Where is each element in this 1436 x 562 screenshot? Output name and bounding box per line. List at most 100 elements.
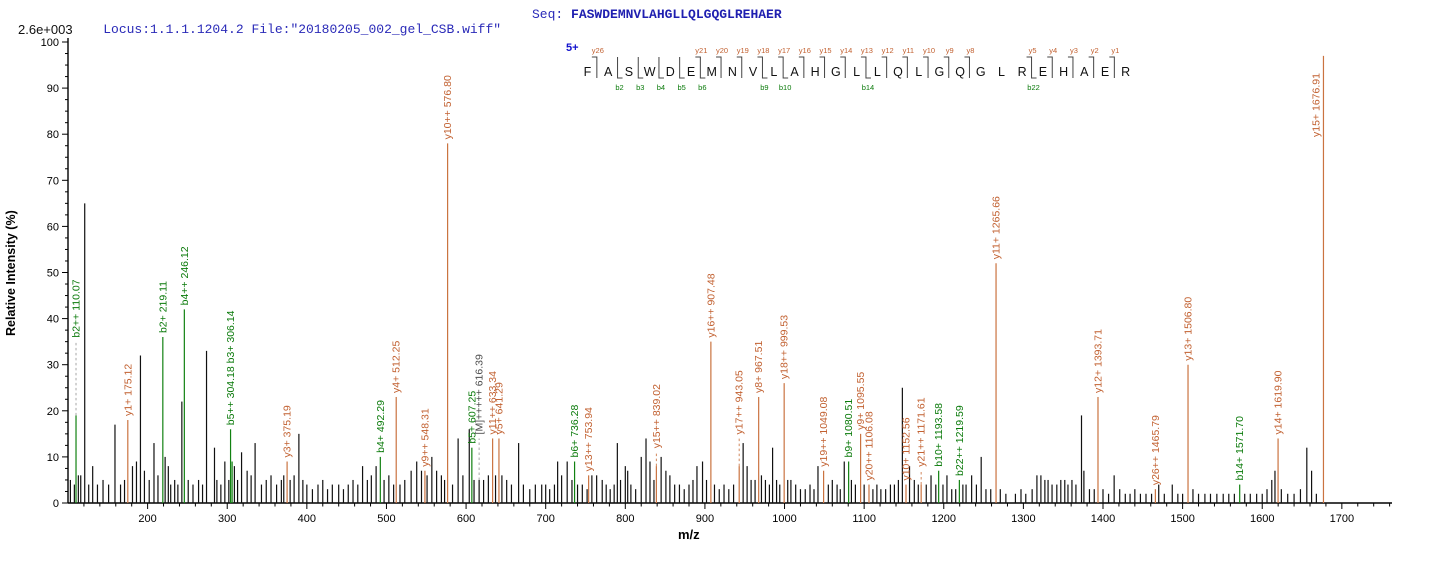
fragment-mark	[881, 56, 888, 78]
y-ion-site-label: y1	[1111, 46, 1119, 55]
fragment-mark	[1067, 56, 1074, 78]
x-axis-title: m/z	[678, 527, 700, 542]
peak-label: y9++ 548.31	[419, 408, 431, 467]
peptide-residue: E	[1101, 65, 1109, 79]
b-ion-site-label: b9	[760, 83, 768, 92]
peak-label: b5+ 607.25	[466, 391, 478, 444]
x-tick-label: 1400	[1091, 513, 1115, 525]
fragment-mark	[1088, 56, 1095, 78]
peptide-residue: R	[1018, 65, 1027, 79]
sequence-header: Seq: FASWDEMNVLAHGLLQLGQGLREHAER	[532, 7, 782, 22]
y-tick-label: 40	[47, 314, 59, 326]
fragment-mark	[840, 56, 846, 78]
x-tick-label: 400	[298, 513, 316, 525]
y-ion-site-label: y19	[737, 46, 749, 55]
locus-file-label: Locus:1.1.1.1204.2 File:"20180205_002_ge…	[103, 22, 502, 37]
peak-label: y17++ 943.05	[734, 370, 746, 434]
peak-label: b10+ 1193.58	[933, 403, 945, 467]
y-tick-label: 10	[47, 452, 59, 464]
peak-label: b22++ 1219.59	[954, 405, 966, 476]
peak-label: y13+ 1506.80	[1183, 297, 1195, 361]
fragment-mark	[679, 57, 685, 79]
peak-label: y12+ 1393.71	[1092, 329, 1104, 393]
peak-label: b4++ 246.12	[179, 246, 191, 305]
y-ion-site-label: y13	[861, 46, 873, 55]
fragment-mark	[658, 57, 664, 79]
peak-label: y20++ 1106.08	[863, 411, 875, 480]
fragment-mark	[736, 56, 743, 78]
b-ion-site-label: b5	[677, 83, 685, 92]
peak-label: y9+ 1095.55	[855, 372, 867, 430]
peptide-residue: E	[1039, 65, 1047, 79]
y-tick-label: 100	[41, 37, 59, 49]
y-tick-label: 90	[47, 83, 59, 95]
peak-label: y8+ 967.51	[753, 341, 765, 393]
y-ion-site-label: y20	[716, 46, 728, 55]
peak-label: b2++ 110.07	[71, 279, 83, 337]
peak-label: b6+ 736.28	[569, 405, 581, 458]
x-tick-label: 700	[537, 513, 555, 525]
peptide-residue: Q	[893, 65, 903, 79]
y-ion-site-label: y12	[882, 46, 894, 55]
peak-label: [M]+++++ 616.39	[474, 354, 486, 434]
peptide-residue: L	[853, 65, 860, 79]
fragment-mark	[695, 56, 706, 79]
fragment-mark	[778, 56, 789, 79]
peak-label: y16++ 907.48	[705, 273, 717, 337]
peptide-residue: G	[935, 65, 945, 79]
b-ion-site-label: b10	[779, 83, 792, 92]
y-ion-site-label: y26	[592, 46, 604, 55]
y-ion-site-label: y14	[840, 46, 852, 55]
fragment-mark	[819, 56, 826, 78]
y-ion-site-label: y15	[820, 46, 832, 55]
x-tick-label: 900	[696, 513, 714, 525]
y-ion-site-label: y11	[903, 46, 915, 55]
peptide-residue: M	[706, 65, 716, 79]
peak-label: y10++ 576.80	[442, 75, 454, 139]
peak-label: y15+ 1676.91	[1310, 73, 1322, 137]
y-ion-site-label: y2	[1091, 46, 1099, 55]
y-ion-site-label: y21	[695, 46, 707, 55]
y-tick-label: 60	[47, 221, 59, 233]
y-tick-label: 80	[47, 129, 59, 141]
fragment-mark	[943, 56, 950, 78]
peptide-residue: W	[644, 65, 656, 79]
y-ion-site-label: y18	[757, 46, 769, 55]
seq-label: Seq:	[532, 7, 572, 22]
peak-label: b9+ 1080.51	[843, 399, 855, 458]
fragment-mark	[923, 56, 929, 78]
peptide-residue: L	[770, 65, 777, 79]
fragment-mark	[964, 56, 970, 78]
peptide-residue: D	[666, 65, 675, 79]
b-ion-site-label: b3	[636, 83, 644, 92]
peptide-residue: G	[831, 65, 841, 79]
peak-label: y10+ 1152.56	[900, 417, 912, 480]
precursor-charge-label: 5+	[566, 42, 579, 54]
x-tick-label: 800	[616, 513, 634, 525]
peak-label: b5++ 304.18 b3+ 306.14	[225, 310, 237, 425]
fragment-mark	[617, 57, 623, 79]
sequence-text: FASWDEMNVLAHGLLQLGQGLREHAER	[571, 7, 782, 22]
x-tick-label: 1700	[1330, 513, 1354, 525]
y-tick-label: 70	[47, 175, 59, 187]
header-bar: Locus:1.1.1.1204.2 File:"20180205_002_ge…	[72, 7, 781, 67]
peak-label: y3+ 375.19	[282, 405, 294, 457]
peptide-residue: H	[811, 65, 820, 79]
peptide-residue: S	[625, 65, 633, 79]
fragment-mark	[1026, 56, 1037, 79]
peptide-residue: E	[687, 65, 695, 79]
x-tick-label: 200	[138, 513, 156, 525]
peak-label: y14+ 1619.90	[1273, 370, 1285, 434]
fragment-mark	[757, 56, 768, 79]
fragment-mark	[591, 56, 598, 78]
peptide-residue: H	[1059, 65, 1068, 79]
peak-label: b2+ 219.11	[157, 281, 169, 333]
fragment-mark	[716, 56, 722, 78]
peptide-residue: L	[998, 65, 1005, 79]
y-ion-site-label: y8	[966, 46, 974, 55]
peptide-residue: R	[1121, 65, 1130, 79]
fragment-mark	[637, 57, 644, 79]
x-tick-label: 500	[377, 513, 395, 525]
